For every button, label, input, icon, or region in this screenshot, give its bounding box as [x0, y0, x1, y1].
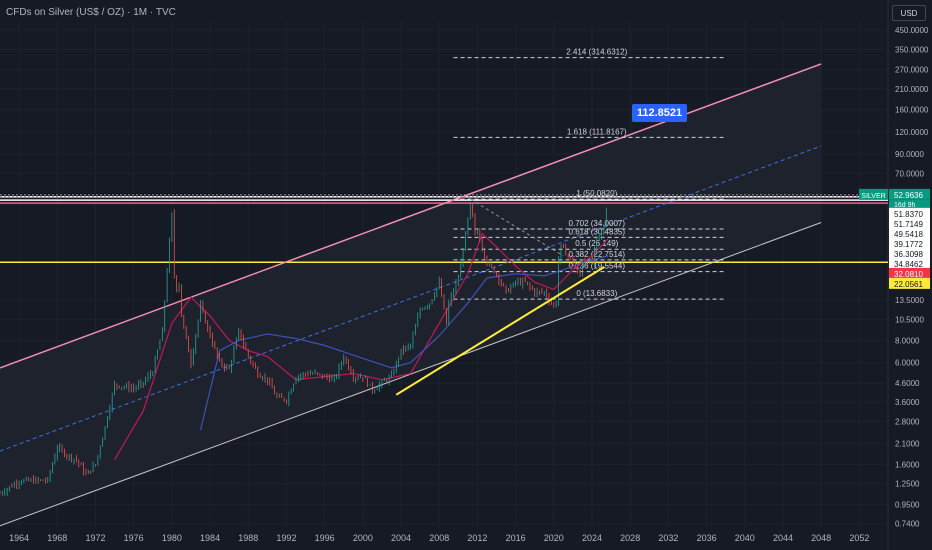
- y-tick-label: 120.0000: [895, 128, 929, 137]
- x-tick-label: 2008: [429, 533, 449, 543]
- fib-level-label: 0.382 (22.7514): [569, 250, 626, 259]
- x-tick-label: 1976: [124, 533, 144, 543]
- price-label: 52.9636: [894, 191, 923, 200]
- x-tick-label: 1996: [315, 533, 335, 543]
- price-label: 34.8462: [894, 260, 923, 269]
- symbol-tag: [859, 188, 888, 200]
- price-label-box: [889, 207, 930, 219]
- y-tick-label: 0.9500: [895, 500, 920, 509]
- price-label-box: [889, 188, 930, 200]
- fib-level-label: 1 (50.0820): [576, 189, 617, 198]
- y-tick-label: 1.6000: [895, 460, 920, 469]
- channel-mid-line: [0, 145, 822, 452]
- fib-level-label: 0 (13.6833): [576, 289, 617, 298]
- x-tick-label: 2000: [353, 533, 373, 543]
- y-tick-label: 6.0000: [895, 359, 920, 368]
- x-tick-label: 2016: [506, 533, 526, 543]
- x-tick-label: 1984: [200, 533, 220, 543]
- symbol-title: CFDs on Silver (US$ / OZ) · 1M · TVC: [6, 7, 176, 18]
- x-tick-label: 2044: [773, 533, 793, 543]
- fib-level-label: 2.414 (314.6312): [566, 48, 627, 57]
- countdown-box: [889, 199, 930, 209]
- y-tick-label: 4.6000: [895, 379, 920, 388]
- x-tick-label: 1972: [85, 533, 105, 543]
- support-trendline[interactable]: [395, 265, 605, 396]
- symbol-tag-label: SILVER: [861, 193, 885, 200]
- price-label-box: [889, 247, 930, 259]
- x-tick-label: 1964: [9, 533, 29, 543]
- y-tick-label: 0.7400: [895, 520, 920, 529]
- x-tick-label: 2020: [544, 533, 564, 543]
- y-tick-label: 3.6000: [895, 398, 920, 407]
- y-tick-label: 90.0000: [895, 150, 924, 159]
- y-tick-label: 160.0000: [895, 106, 929, 115]
- price-label-box: [889, 237, 930, 249]
- target-price-label[interactable]: 112.8521: [632, 104, 687, 122]
- x-tick-label: 2048: [811, 533, 831, 543]
- price-label: 36.3098: [894, 250, 923, 259]
- y-tick-label: 1.2500: [895, 479, 920, 488]
- y-tick-label: 350.0000: [895, 45, 929, 54]
- price-label-box: [889, 277, 930, 289]
- price-labels: SILVER 52.9636 16d 9h51.837051.714949.5418…: [859, 188, 930, 289]
- price-series: [0, 202, 607, 496]
- price-label: 51.7149: [894, 220, 923, 229]
- yellow-trendline: [395, 265, 605, 396]
- x-tick-label: 1988: [238, 533, 258, 543]
- x-tick-label: 1968: [47, 533, 67, 543]
- price-label: 32.0810: [894, 270, 923, 279]
- x-tick-label: 2052: [849, 533, 869, 543]
- price-label: 22.0561: [894, 280, 923, 289]
- x-tick-label: 2032: [658, 533, 678, 543]
- price-label-box: [889, 217, 930, 229]
- y-tick-label: 2.8000: [895, 417, 920, 426]
- price-label: 39.1772: [894, 240, 923, 249]
- x-tick-label: 2040: [735, 533, 755, 543]
- moving-average-line: [199, 255, 609, 431]
- x-tick-label: 2028: [620, 533, 640, 543]
- y-tick-label: 270.0000: [895, 65, 929, 74]
- price-label: 49.5418: [894, 230, 923, 239]
- y-tick-label: 10.5000: [895, 315, 924, 324]
- price-label-box: [889, 267, 930, 279]
- y-tick-label: 8.0000: [895, 336, 920, 345]
- x-tick-label: 1992: [276, 533, 296, 543]
- y-tick-label: 70.0000: [895, 169, 924, 178]
- x-tick-label: 2004: [391, 533, 411, 543]
- fib-level-label: 1.618 (111.8167): [567, 127, 627, 136]
- price-label: 51.8370: [894, 210, 923, 219]
- x-tick-label: 1980: [162, 533, 182, 543]
- fib-level-label: 0.236 (19.5544): [569, 262, 626, 271]
- y-tick-label: 450.0000: [895, 26, 929, 35]
- price-label-box: [889, 257, 930, 269]
- y-tick-label: 210.0000: [895, 85, 929, 94]
- x-tick-label: 2012: [467, 533, 487, 543]
- countdown-label: 16d 9h: [894, 202, 916, 209]
- price-label-box: [889, 227, 930, 239]
- fib-trend-line: [470, 198, 564, 257]
- x-tick-label: 2036: [697, 533, 717, 543]
- y-tick-label: 13.5000: [895, 296, 924, 305]
- y-tick-label: 2.1000: [895, 439, 920, 448]
- fib-level-label: 0.702 (34.0007): [569, 219, 626, 228]
- currency-button[interactable]: USD: [892, 5, 926, 21]
- fib-level-label: 0.618 (30.4835): [569, 227, 626, 236]
- x-tick-label: 2024: [582, 533, 602, 543]
